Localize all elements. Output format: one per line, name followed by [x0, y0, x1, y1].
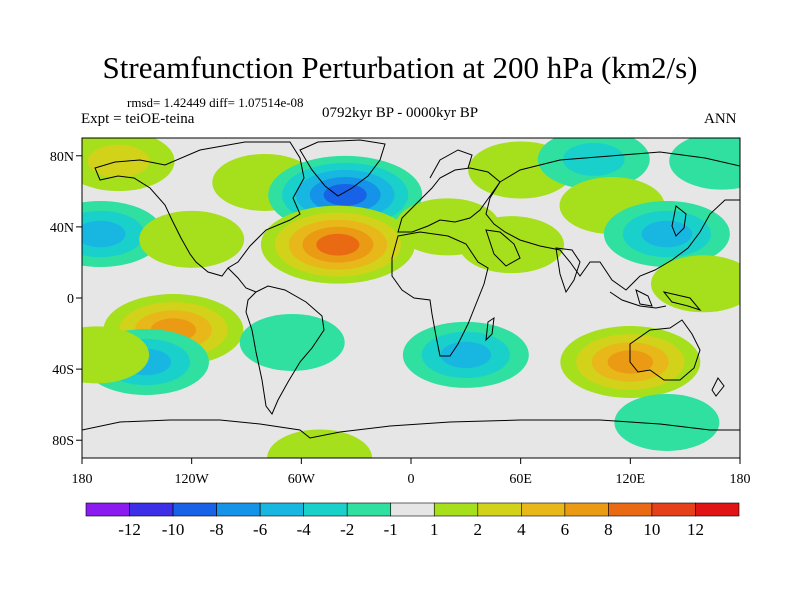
- y-tick-label: 80S: [52, 434, 74, 449]
- experiment-text: Expt = teiOE-teina: [81, 111, 195, 127]
- colorbar-label: -6: [253, 520, 267, 539]
- x-tick-label: 120W: [175, 472, 210, 487]
- colorbar-swatch: [608, 502, 653, 517]
- colorbar-label: -1: [384, 520, 398, 539]
- anomaly-contour: [239, 313, 345, 371]
- colorbar-swatch: [521, 502, 566, 517]
- anomaly-region: [82, 326, 150, 384]
- anomaly-region: [139, 210, 245, 268]
- colorbar-label: -4: [297, 520, 312, 539]
- y-tick-label: 0: [67, 292, 74, 307]
- anomaly-contour: [614, 393, 720, 451]
- colorbar-label: -8: [210, 520, 224, 539]
- anomaly-region: [614, 393, 720, 451]
- x-tick-label: 180: [72, 472, 93, 487]
- anomaly-region: [459, 216, 565, 274]
- x-tick-label: 120E: [616, 472, 646, 487]
- x-tick-label: 60E: [509, 472, 532, 487]
- anomaly-contour: [440, 341, 492, 369]
- colorbar-swatch: [651, 502, 696, 517]
- anomaly-contour: [459, 216, 565, 274]
- period-text: 0792kyr BP - 0000kyr BP: [322, 105, 479, 121]
- anomaly-region: [402, 321, 529, 388]
- colorbar-label: 2: [474, 520, 483, 539]
- anomaly-contour: [650, 255, 740, 313]
- colorbar-label: -12: [118, 520, 141, 539]
- colorbar-swatch: [172, 502, 217, 517]
- chart-title: Streamfunction Perturbation at 200 hPa (…: [102, 50, 698, 85]
- anomaly-contour: [641, 220, 693, 248]
- colorbar-label: 8: [604, 520, 613, 539]
- colorbar-swatch: [303, 502, 348, 517]
- y-tick-label: 80N: [50, 150, 74, 165]
- coastlines: [82, 139, 740, 439]
- anomaly-region: [267, 429, 373, 458]
- colorbar-swatch: [216, 502, 261, 517]
- colorbar-label: 12: [687, 520, 704, 539]
- anomaly-contour: [82, 326, 150, 384]
- anomaly-contour: [323, 183, 367, 206]
- anomaly-region: [603, 201, 730, 267]
- colorbar-label: -2: [340, 520, 354, 539]
- anomaly-contour: [316, 233, 360, 256]
- season-text: ANN: [704, 111, 737, 127]
- colorbar: -12 -10 -8 -6 -4 -2 -1 1 2 4 6 8 10 12: [85, 502, 740, 539]
- anomaly-region: [82, 201, 164, 267]
- colorbar-swatch: [129, 502, 174, 517]
- colorbar-label: 1: [430, 520, 439, 539]
- anomaly-contour: [267, 429, 373, 458]
- colorbar-swatch: [259, 502, 304, 517]
- anomaly-contour: [562, 142, 625, 176]
- x-tick-label: 180: [730, 472, 751, 487]
- colorbar-swatch: [564, 502, 609, 517]
- anomaly-contour: [87, 144, 150, 178]
- colorbar-label: -10: [162, 520, 185, 539]
- colorbar-label: 10: [643, 520, 660, 539]
- anomaly-region: [669, 138, 740, 190]
- anomaly-region: [537, 138, 650, 190]
- y-tick-label: 40S: [52, 363, 74, 378]
- y-tick-label: 40N: [50, 221, 74, 236]
- colorbar-label: 6: [561, 520, 570, 539]
- colorbar-label: 4: [517, 520, 526, 539]
- anomaly-region: [650, 255, 740, 313]
- colorbar-swatch: [390, 502, 435, 517]
- x-tick-label: 0: [408, 472, 415, 487]
- anomaly-contour: [139, 210, 245, 268]
- x-tick-label: 60W: [288, 472, 316, 487]
- stats-text: rmsd= 1.42449 diff= 1.07514e-08: [127, 95, 304, 110]
- colorbar-swatch: [695, 502, 740, 517]
- anomaly-region: [260, 205, 415, 284]
- anomaly-layer: [82, 138, 740, 458]
- colorbar-swatch: [85, 502, 130, 517]
- colorbar-swatch: [346, 502, 392, 517]
- anomaly-contour: [82, 220, 126, 248]
- anomaly-region: [239, 313, 345, 371]
- colorbar-swatch: [477, 502, 522, 517]
- axes: 180 120W 60W 0 60E 120E 180 80N 40N 0 40S 80S: [50, 150, 751, 487]
- anomaly-region: [82, 138, 175, 192]
- anomaly-contour: [669, 138, 740, 190]
- colorbar-swatch: [433, 502, 479, 517]
